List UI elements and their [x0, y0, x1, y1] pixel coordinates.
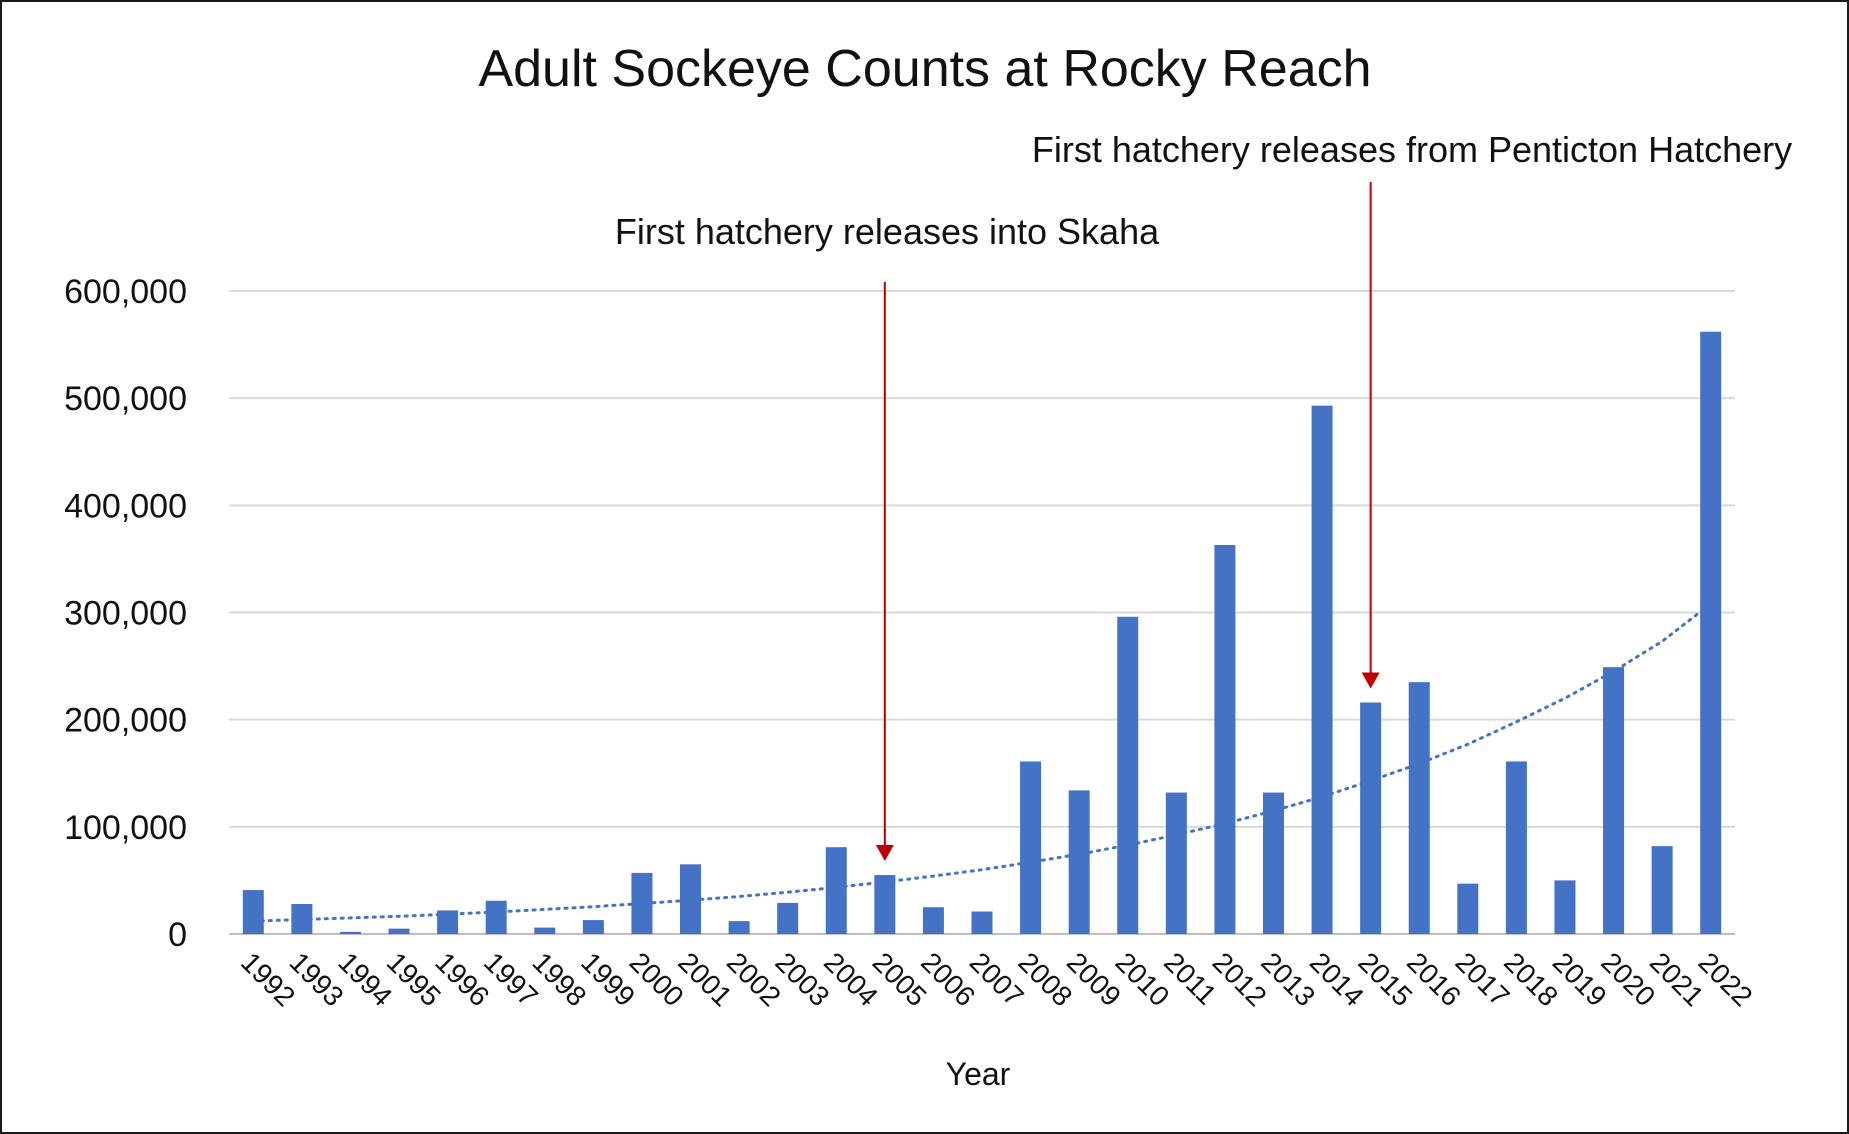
x-tick-label: 2000 — [624, 946, 690, 1012]
bar-2008 — [1020, 761, 1042, 934]
bar-2017 — [1457, 883, 1479, 934]
bar-2004 — [825, 847, 847, 934]
x-tick-label: 2005 — [867, 946, 933, 1012]
bar-2015 — [1360, 702, 1382, 934]
bar-2022 — [1700, 331, 1722, 934]
x-tick-label: 2004 — [818, 946, 884, 1012]
bar-2000 — [631, 872, 653, 934]
x-tick-label: 2003 — [769, 946, 835, 1012]
y-tick-label: 100,000 — [64, 809, 187, 847]
bar-2016 — [1408, 682, 1430, 934]
x-tick-label: 1998 — [527, 946, 593, 1012]
bar-2012 — [1214, 544, 1236, 934]
bar-2011 — [1165, 792, 1187, 934]
x-tick-label: 2011 — [1158, 946, 1223, 1011]
x-tick-label: 2006 — [915, 946, 981, 1012]
bar-1999 — [582, 920, 604, 934]
x-tick-label: 2017 — [1450, 946, 1516, 1012]
annotations: First hatchery releases into Skaha First … — [615, 129, 1792, 862]
bar-2019 — [1554, 880, 1576, 934]
bar-2018 — [1505, 761, 1527, 934]
x-tick-label: 1997 — [478, 946, 544, 1012]
gridlines — [229, 290, 1735, 935]
chart-title: Adult Sockeye Counts at Rocky Reach — [478, 40, 1371, 98]
x-tick-label: 2019 — [1547, 946, 1613, 1012]
x-tick-label: 2022 — [1692, 946, 1758, 1012]
y-tick-label: 300,000 — [64, 595, 187, 633]
x-tick-label: 1995 — [381, 946, 447, 1012]
y-tick-label: 0 — [168, 916, 187, 954]
annotation-label: First hatchery releases into Skaha — [615, 211, 1160, 252]
x-tick-label: 2010 — [1109, 946, 1175, 1012]
annotation-label: First hatchery releases from Penticton H… — [1032, 129, 1792, 170]
y-tick-label: 600,000 — [64, 273, 187, 311]
x-tick-label: 1994 — [332, 946, 398, 1012]
annotation-arrowhead — [875, 845, 894, 862]
x-tick-label: 2013 — [1255, 946, 1321, 1012]
x-tick-label: 2015 — [1352, 946, 1418, 1012]
trendline-group — [251, 602, 1713, 923]
x-tick-label: 2012 — [1207, 946, 1273, 1012]
bar-1998 — [534, 927, 556, 934]
bar-1994 — [339, 931, 361, 934]
x-tick-label: 2018 — [1498, 946, 1564, 1012]
x-axis-label: Year — [946, 1056, 1011, 1092]
bar-2010 — [1117, 616, 1139, 934]
bar-1992 — [242, 890, 264, 934]
annotation-arrowhead — [1361, 672, 1380, 689]
x-tick-label: 2007 — [964, 946, 1030, 1012]
bar-2001 — [680, 864, 702, 934]
bars — [242, 331, 1722, 934]
y-axis-ticks: 0 100,000 200,000 300,000 400,000 500,000 600,… — [64, 273, 187, 954]
y-tick-label: 200,000 — [64, 702, 187, 740]
bar-2007 — [971, 911, 993, 934]
trendline — [251, 602, 1713, 923]
x-tick-label: 2016 — [1401, 946, 1467, 1012]
x-tick-label: 1992 — [235, 946, 301, 1012]
bar-1995 — [388, 928, 410, 934]
bar-2020 — [1603, 667, 1625, 934]
x-axis-ticks: 1992199319941995199619971998199920002001… — [235, 946, 1758, 1012]
bar-2009 — [1068, 790, 1090, 934]
x-tick-label: 1999 — [575, 946, 641, 1012]
x-tick-label: 2008 — [1012, 946, 1078, 1012]
x-tick-label: 1996 — [429, 946, 495, 1012]
bar-2006 — [922, 907, 944, 934]
bar-2013 — [1262, 792, 1284, 934]
bar-2005 — [874, 875, 896, 934]
bar-2002 — [728, 921, 750, 934]
x-tick-label: 2020 — [1595, 946, 1661, 1012]
x-tick-label: 2014 — [1304, 946, 1370, 1012]
bar-2021 — [1651, 846, 1673, 934]
x-tick-label: 2021 — [1644, 946, 1710, 1012]
y-tick-label: 500,000 — [64, 380, 187, 418]
x-tick-label: 1993 — [284, 946, 350, 1012]
x-tick-label: 2002 — [721, 946, 787, 1012]
bar-2014 — [1311, 405, 1333, 934]
x-tick-label: 2009 — [1061, 946, 1127, 1012]
x-tick-label: 2001 — [672, 946, 738, 1012]
bar-2003 — [777, 902, 799, 934]
y-tick-label: 400,000 — [64, 487, 187, 525]
bar-1996 — [437, 910, 459, 934]
bar-1997 — [485, 900, 507, 934]
